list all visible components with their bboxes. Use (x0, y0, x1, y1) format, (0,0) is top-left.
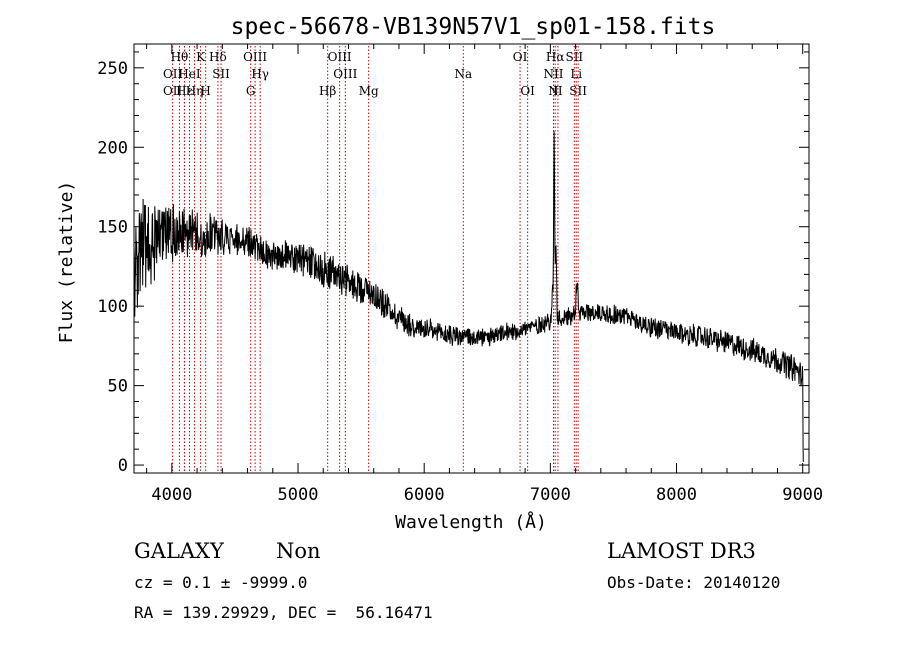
line-marker-label: Li (570, 67, 582, 81)
y-tick-label: 0 (118, 456, 128, 476)
y-tick-label: 200 (97, 138, 128, 158)
line-marker-label: Hγ (251, 67, 269, 81)
y-axis-label: Flux (relative) (56, 181, 77, 344)
y-tick-label: 250 (97, 59, 128, 79)
survey-name: LAMOST DR3 (607, 539, 756, 563)
x-tick-label: 7000 (530, 485, 571, 505)
redshift-text: cz = 0.1 ± -9999.0 (134, 573, 308, 592)
line-marker-label: OI (513, 50, 528, 64)
object-subclass: Non (276, 539, 321, 563)
x-axis-label: Wavelength (Å) (395, 511, 547, 533)
line-marker-label: OIII (333, 67, 357, 81)
y-tick-label: 100 (97, 297, 128, 317)
line-marker-label: Hη (186, 84, 204, 98)
line-marker-label: Hα (546, 50, 565, 64)
observation-date: Obs-Date: 20140120 (607, 573, 781, 592)
x-axis-ticks: 4000 5000 6000 7000 8000 9000 (146, 44, 823, 505)
line-marker-label: HeI (178, 67, 201, 81)
line-marker-label: OII (163, 84, 183, 98)
line-marker-label: OII (163, 67, 183, 81)
line-marker-label: H (200, 84, 210, 98)
x-tick-label: 4000 (151, 485, 192, 505)
coordinates-text: RA = 139.29929, DEC = 56.16471 (134, 603, 433, 622)
plot-frame (133, 43, 810, 474)
line-marker-label: Hδ (209, 50, 227, 64)
line-marker-label: OIII (328, 50, 352, 64)
spectrum-line (133, 131, 804, 462)
line-marker-label: N (548, 84, 559, 98)
line-marker-label: Mg (359, 84, 379, 98)
line-marker-label: K (196, 50, 206, 64)
line-marker-label: Hθ (171, 50, 189, 64)
y-tick-label: 50 (108, 377, 128, 397)
line-marker-label: Hβ (319, 84, 336, 98)
line-marker-label: OIII (243, 50, 267, 64)
line-marker-labels: OIIOIIHθHεHeIHηKHHδSIIGOIIIHγHβOIIIOIIIM… (163, 50, 587, 98)
line-marker-label: SII (212, 67, 230, 81)
line-marker-label: SII (565, 50, 583, 64)
chart-title: spec-56678-VB139N57V1_sp01-158.fits (231, 14, 716, 40)
line-marker-label: II (553, 84, 563, 98)
y-axis-ticks: 0 50 100 150 200 250 (97, 51, 809, 476)
line-markers (172, 46, 579, 473)
line-marker-label: G (246, 84, 256, 98)
x-tick-label: 6000 (404, 485, 445, 505)
object-class: GALAXY (134, 539, 224, 563)
line-marker-label: OI (520, 84, 535, 98)
x-tick-label: 9000 (782, 485, 823, 505)
line-marker-label: Na (454, 67, 472, 81)
line-marker-label: SII (569, 84, 587, 98)
y-tick-label: 150 (97, 218, 128, 238)
line-marker-label: NII (544, 67, 564, 81)
x-tick-label: 5000 (278, 485, 319, 505)
line-marker-label: Hε (176, 84, 193, 98)
x-tick-label: 8000 (656, 485, 697, 505)
